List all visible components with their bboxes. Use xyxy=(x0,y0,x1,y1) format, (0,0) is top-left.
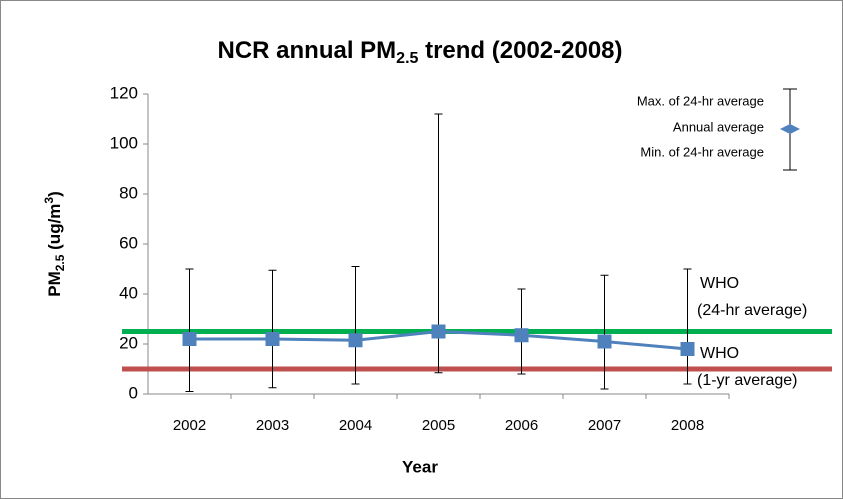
data-point xyxy=(597,334,612,349)
reference-label: WHO xyxy=(700,275,739,292)
data-point xyxy=(182,332,197,346)
y-label-text: ) xyxy=(45,191,64,197)
x-tick-label: 2006 xyxy=(505,417,538,434)
data-point xyxy=(265,332,280,346)
reference-label: WHO xyxy=(700,345,739,362)
y-label-superscript: 3 xyxy=(42,197,56,204)
y-axis-label: PM2.5 (ug/m3) xyxy=(42,191,67,297)
y-tick-label: 80 xyxy=(119,183,138,202)
y-tick-label: 40 xyxy=(119,283,138,302)
reference-sublabel: (24-hr average) xyxy=(697,302,807,319)
y-tick-label: 100 xyxy=(110,133,138,152)
x-axis-label: Year xyxy=(402,457,438,476)
data-point xyxy=(431,324,446,339)
x-tick-label: 2004 xyxy=(339,417,372,434)
data-point xyxy=(348,333,363,348)
y-label-subscript: 2.5 xyxy=(53,254,67,271)
legend-label: Max. of 24-hr average xyxy=(637,93,764,108)
y-label-text: PM xyxy=(45,271,64,297)
data-point xyxy=(514,328,529,343)
data-point xyxy=(680,342,695,356)
title-subscript: 2.5 xyxy=(396,50,418,67)
x-tick-label: 2008 xyxy=(671,417,704,434)
reference-sublabel: (1-yr average) xyxy=(697,372,797,389)
title-text: NCR annual PM xyxy=(217,37,396,64)
y-tick-label: 0 xyxy=(129,383,138,402)
y-tick-label: 120 xyxy=(110,83,138,102)
y-tick-label: 20 xyxy=(119,333,138,352)
title-text: trend (2002-2008) xyxy=(418,37,622,64)
y-tick-label: 60 xyxy=(119,233,138,252)
legend-label: Annual average xyxy=(673,119,764,134)
legend-marker xyxy=(780,124,800,134)
y-label-text: (ug/m xyxy=(45,204,64,255)
x-tick-label: 2002 xyxy=(173,417,206,434)
legend-label: Min. of 24-hr average xyxy=(640,144,764,159)
x-tick-label: 2007 xyxy=(588,417,621,434)
x-tick-label: 2003 xyxy=(256,417,289,434)
x-tick-label: 2005 xyxy=(422,417,455,434)
chart-title: NCR annual PM2.5 trend (2002-2008) xyxy=(217,37,622,67)
